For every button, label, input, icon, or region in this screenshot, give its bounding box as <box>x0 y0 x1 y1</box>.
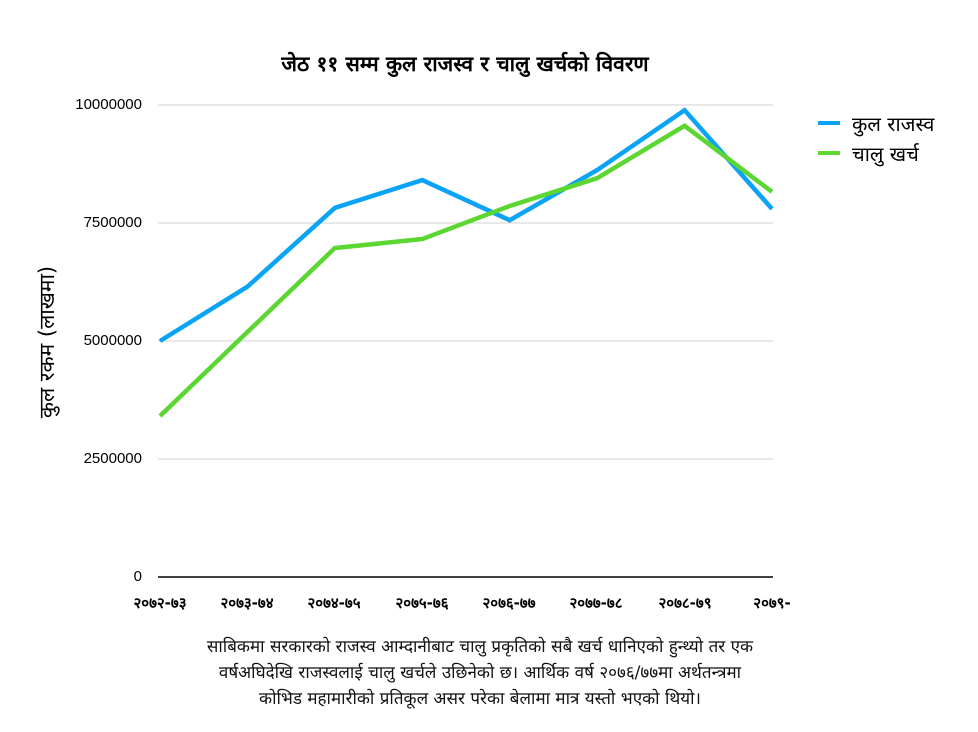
x-tick-label: २०७४-७५ <box>307 594 361 612</box>
x-tick-label: २०७५-७६ <box>395 594 449 612</box>
chart-title: जेठ ११ सम्म कुल राजस्व र चालु खर्चको विव… <box>281 52 649 76</box>
legend: कुल राजस्व चालु खर्च <box>818 108 934 168</box>
x-tick-label: २०७२-७३ <box>133 594 187 612</box>
y-tick-label: 0 <box>133 568 142 585</box>
y-tick-label: 10000000 <box>75 96 142 113</box>
series-line-kul-rajasw <box>158 107 774 343</box>
legend-item-chalu-kharcha[interactable]: चालु खर्च <box>818 138 934 168</box>
caption-line: कोभिड महामारीको प्रतिकूल असर परेका बेलाम… <box>259 689 701 709</box>
legend-label: कुल राजस्व <box>852 111 935 136</box>
x-tick-label: २०७३-७४ <box>220 594 274 612</box>
x-tick-label: २०७९- <box>753 594 791 612</box>
y-axis-label: कुल रकम (लाखमा) <box>35 265 59 419</box>
legend-label: चालु खर्च <box>852 141 919 166</box>
x-tick-label: २०७८-७९ <box>658 594 712 612</box>
y-tick-label: 5000000 <box>83 332 142 349</box>
x-tick-label: २०७७-७८ <box>569 594 623 612</box>
caption-line: वर्षअघिदेखि राजस्वलाई चालु खर्चले उछिनेक… <box>218 663 742 683</box>
y-tick-label: 7500000 <box>83 214 142 231</box>
series-line-chalu-kharcha <box>158 123 774 418</box>
chart-caption: साबिकमा सरकारको राजस्व आम्दानीबाट चालु प… <box>100 634 860 712</box>
caption-line: साबिकमा सरकारको राजस्व आम्दानीबाट चालु प… <box>206 637 754 657</box>
x-tick-label: २०७६-७७ <box>482 594 536 612</box>
legend-swatch-green <box>818 151 840 155</box>
y-tick-label: 2500000 <box>83 450 142 467</box>
legend-swatch-blue <box>818 121 840 125</box>
legend-item-kul-rajasw[interactable]: कुल राजस्व <box>818 108 934 138</box>
